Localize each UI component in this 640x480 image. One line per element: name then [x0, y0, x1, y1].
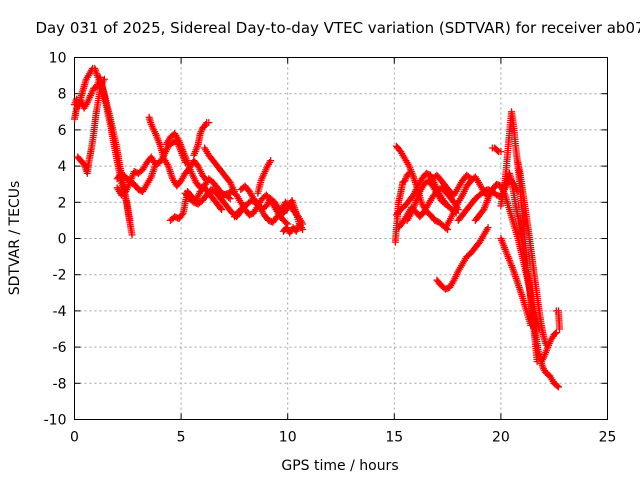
data-point: [226, 195, 234, 203]
x-tick-label: 10: [279, 430, 297, 446]
data-point: [441, 200, 449, 208]
y-tick-label: -6: [53, 340, 67, 356]
y-tick-label: -2: [53, 268, 67, 284]
data-point: [554, 383, 562, 391]
data-point: [128, 231, 136, 239]
y-tick-label: -4: [53, 304, 67, 320]
data-point: [100, 75, 108, 83]
y-tick-label: 10: [49, 51, 67, 67]
data-point: [205, 119, 213, 127]
y-tick-label: -8: [53, 376, 67, 392]
data-point: [267, 157, 275, 165]
y-axis-label: SDTVAR / TECUs: [7, 181, 23, 296]
data-point: [484, 224, 492, 232]
x-tick-label: 20: [492, 430, 510, 446]
data-point: [440, 199, 448, 207]
grid-layer: [74, 57, 608, 420]
y-tick-label: 8: [58, 87, 67, 103]
y-tick-label: 0: [58, 232, 67, 248]
data-point: [556, 325, 564, 333]
data-layer: [71, 64, 564, 391]
data-point: [152, 160, 160, 168]
data-point: [217, 204, 225, 212]
y-tick-label: 6: [58, 123, 67, 139]
x-tick-label: 15: [385, 430, 403, 446]
x-tick-label: 5: [177, 430, 186, 446]
y-tick-label: 4: [58, 159, 67, 175]
data-point: [494, 147, 502, 155]
data-point: [299, 225, 307, 233]
data-point: [225, 193, 233, 201]
data-point: [527, 321, 535, 329]
data-point: [552, 329, 560, 337]
data-point: [218, 206, 226, 214]
data-point: [497, 148, 505, 156]
data-point: [178, 211, 186, 219]
y-tick-label: 2: [58, 195, 67, 211]
tick-layer: 0 5 10 15 20 25 -10 -8 -6 -4 -2 0 2 4 6 8 10: [44, 51, 617, 446]
x-axis-label: GPS time / hours: [281, 458, 398, 474]
chart-title: Day 031 of 2025, Sidereal Day-to-day VTE…: [35, 19, 640, 37]
x-tick-label: 0: [70, 430, 79, 446]
data-point: [553, 382, 561, 390]
data-point: [551, 330, 559, 338]
x-tick-label: 25: [599, 430, 617, 446]
y-tick-label: -10: [44, 413, 67, 429]
